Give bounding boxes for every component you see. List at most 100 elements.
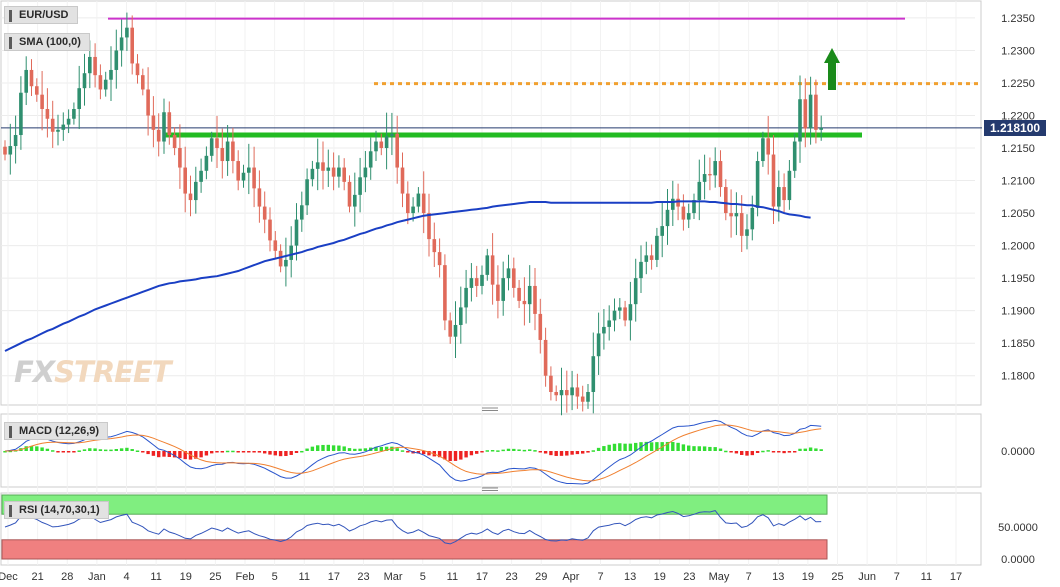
candle-body — [644, 255, 649, 262]
time-tick-label: Feb — [236, 571, 255, 583]
candle-body — [3, 146, 7, 155]
macd-histogram-bar — [88, 448, 92, 451]
macd-histogram-bar — [363, 448, 368, 451]
macd-histogram-bar — [162, 451, 166, 457]
candle-body — [93, 56, 97, 76]
time-tick-label: 5 — [420, 571, 426, 583]
time-tick-label: Apr — [562, 571, 579, 583]
macd-histogram-bar — [151, 451, 156, 456]
macd-histogram-bar — [697, 446, 701, 451]
candle-body — [676, 198, 680, 207]
candle-body — [792, 141, 797, 171]
sma-indicator-label[interactable]: SMA (100,0) — [4, 33, 90, 51]
candle-body — [464, 287, 468, 308]
macd-histogram-bar — [56, 451, 60, 453]
candle-body — [114, 50, 119, 70]
candle-body — [294, 219, 299, 246]
time-tick-label: 7 — [597, 571, 603, 583]
time-tick-label: 21 — [32, 571, 44, 583]
candle-body — [416, 193, 421, 207]
candle-body — [56, 129, 60, 132]
candle-body — [612, 310, 617, 321]
candle-body — [448, 320, 452, 337]
candle-body — [421, 193, 426, 214]
time-tick-label: 4 — [123, 571, 129, 583]
macd-histogram-bar — [543, 451, 548, 454]
macd-histogram-bar — [570, 451, 574, 455]
macd-histogram-bar — [347, 448, 352, 451]
price-tick-label: 1.2300 — [1001, 45, 1035, 57]
macd-histogram-bar — [803, 448, 807, 451]
candle-body — [88, 56, 92, 74]
candle-body — [755, 161, 760, 208]
panel-resize-handle[interactable] — [482, 487, 498, 491]
candle-body — [289, 245, 293, 260]
macd-histogram-bar — [321, 444, 325, 451]
macd-histogram-bar — [422, 451, 426, 455]
macd-histogram-bar — [141, 451, 145, 453]
candle-body — [194, 181, 198, 201]
time-tick-label: 5 — [272, 571, 278, 583]
candle-body — [459, 307, 463, 325]
macd-histogram-bar — [602, 446, 606, 451]
candle-body — [337, 167, 341, 177]
macd-histogram-bar — [559, 451, 564, 456]
macd-histogram-bar — [459, 451, 463, 460]
macd-histogram-bar — [512, 448, 516, 451]
time-tick-label: 11 — [299, 571, 310, 583]
macd-histogram-bar — [35, 446, 39, 451]
macd-histogram-bar — [247, 451, 251, 453]
macd-histogram-bar — [257, 451, 262, 453]
macd-histogram-bar — [353, 448, 357, 451]
candle-body — [549, 375, 553, 392]
macd-indicator-label[interactable]: MACD (12,26,9) — [4, 422, 109, 440]
macd-histogram-bar — [178, 451, 182, 459]
candle-body — [686, 213, 691, 220]
candle-body — [787, 170, 792, 201]
candle-body — [543, 339, 548, 376]
time-tick-label: 17 — [476, 571, 488, 583]
macd-histogram-bar — [114, 449, 118, 451]
macd-histogram-bar — [612, 443, 617, 451]
rsi-tick-label: 0.0000 — [1001, 554, 1035, 566]
macd-histogram-bar — [310, 446, 315, 451]
macd-histogram-bar — [793, 451, 797, 453]
time-tick-label: 11 — [150, 571, 161, 583]
macd-histogram-bar — [713, 447, 717, 451]
candle-body — [257, 188, 262, 207]
candle-body — [432, 239, 437, 253]
time-tick-label: 7 — [894, 571, 900, 583]
panel-resize-handle[interactable] — [482, 407, 498, 411]
macd-histogram-bar — [130, 449, 134, 451]
candle-body — [808, 94, 813, 129]
macd-histogram-bar — [718, 448, 723, 451]
macd-histogram-bar — [814, 448, 818, 451]
price-tick-label: 1.2100 — [1001, 176, 1035, 188]
candle-body — [400, 167, 405, 194]
candle-body — [278, 250, 283, 267]
candle-body — [406, 193, 410, 214]
macd-histogram-bar — [628, 443, 633, 451]
candle-body — [819, 127, 823, 130]
macd-histogram-bar — [437, 451, 442, 458]
candle-body — [671, 198, 675, 210]
time-tick-label: 23 — [357, 571, 369, 583]
sma-100-line — [4, 200, 811, 352]
macd-histogram-bar — [263, 451, 267, 454]
macd-histogram-bar — [157, 451, 161, 458]
candle-body — [692, 200, 696, 214]
macd-histogram-bar — [681, 444, 686, 451]
candle-body — [512, 268, 516, 288]
candle-body — [480, 274, 484, 286]
candle-body — [125, 27, 129, 38]
time-tick-label: 7 — [746, 571, 752, 583]
macd-histogram-bar — [337, 445, 341, 451]
candle-body — [231, 141, 235, 162]
macd-histogram-bar — [427, 451, 431, 456]
macd-histogram-bar — [379, 446, 383, 451]
macd-histogram-bar — [575, 451, 580, 455]
candle-body — [591, 356, 596, 392]
rsi-indicator-label[interactable]: RSI (14,70,30,1) — [4, 501, 109, 519]
macd-histogram-bar — [740, 451, 744, 455]
candle-body — [284, 259, 288, 267]
